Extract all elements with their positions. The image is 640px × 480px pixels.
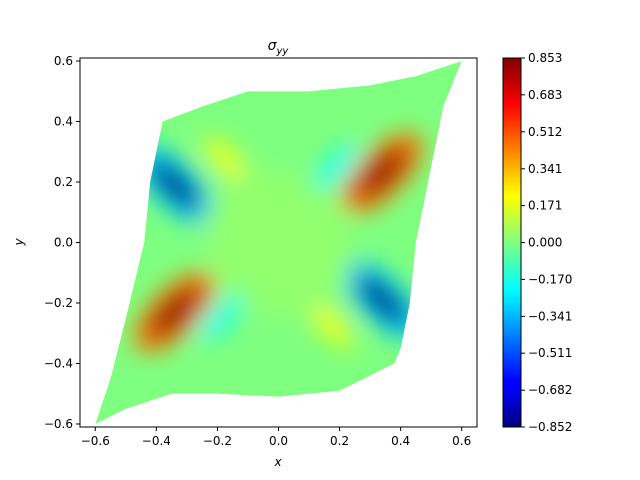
y-tick: 0.0 [54,236,80,250]
colorbar-tick-label: −0.682 [528,383,572,397]
stress-feature [313,143,360,190]
stress-feature [342,132,423,214]
colorbar-tick: −0.170 [521,272,572,286]
stress-feature-core [204,168,353,317]
stress-feature-core [307,301,354,348]
y-tick: −0.6 [44,417,80,431]
colorbar-tick: −0.511 [521,346,572,360]
stress-feature [342,259,423,341]
colorbar-tick: 0.853 [521,51,562,65]
plot-area [79,57,478,428]
colorbar-tick-label: −0.170 [528,272,572,286]
colorbar-tick-label: 0.853 [528,51,562,65]
stress-feature [197,295,244,342]
colorbar-tick: 0.683 [521,88,562,102]
x-tick: −0.2 [203,427,232,448]
y-tick: 0.6 [54,54,80,68]
x-tick-label: −0.4 [142,434,171,448]
chart-title: σyy [268,38,290,57]
y-tick-label: 0.0 [54,236,73,250]
stress-field [95,61,462,424]
x-tick-label: 0.6 [452,434,471,448]
stress-feature [203,137,250,184]
x-tick-label: 0.0 [269,434,288,448]
colorbar: −0.852 −0.682 −0.511 −0.341 −0.170 0.000 0.171… [502,51,572,434]
colorbar-tick: 0.512 [521,125,562,139]
x-axis-label: x [273,455,282,469]
colorbar-tick-label: −0.852 [528,420,572,434]
colorbar-tick: −0.341 [521,309,572,323]
y-tick-label: 0.2 [54,175,73,189]
x-tick: −0.6 [81,427,110,448]
y-tick: 0.2 [54,175,80,189]
stress-feature-core [149,159,200,211]
x-tick-label: 0.2 [330,434,349,448]
stress-feature [134,271,215,353]
y-tick: −0.4 [44,356,80,370]
x-tick-label: 0.4 [391,434,410,448]
x-tick: 0.2 [330,427,349,448]
y-axis: −0.6 −0.4 −0.2 0.0 0.2 0.4 0.6 [44,54,80,431]
y-tick-label: 0.4 [54,115,73,129]
x-axis: −0.6 −0.4 −0.2 0.0 0.2 0.4 0.6 [81,427,471,448]
colorbar-tick: −0.852 [521,420,572,434]
y-tick-label: −0.2 [44,296,73,310]
y-tick: 0.4 [54,115,80,129]
colorbar-tick-label: 0.000 [528,236,562,250]
stress-feature-core [197,295,244,342]
colorbar-tick-label: 0.683 [528,88,562,102]
y-tick-label: −0.4 [44,356,73,370]
y-axis-label: y [12,238,26,247]
x-tick-label: −0.2 [203,434,232,448]
colorbar-tick-label: 0.512 [528,125,562,139]
colorbar-tick: 0.341 [521,162,562,176]
x-tick: 0.4 [391,427,410,448]
stress-feature [204,168,353,317]
colorbar-gradient [502,57,522,428]
stress-feature-core [149,286,200,338]
stress-feature-core [357,147,408,199]
stress-feature [307,301,354,348]
colorbar-tick: 0.171 [521,199,562,213]
x-tick: 0.0 [269,427,288,448]
stress-feature [134,144,215,226]
stress-feature-core [357,274,408,326]
y-tick: −0.2 [44,296,80,310]
colorbar-tick: 0.000 [521,236,562,250]
stress-feature-core [203,137,250,184]
x-tick: 0.6 [452,427,471,448]
colorbar-tick-label: 0.171 [528,199,562,213]
x-tick: −0.4 [142,427,171,448]
colorbar-tick-label: 0.341 [528,162,562,176]
y-tick-label: −0.6 [44,417,73,431]
colorbar-tick-label: −0.341 [528,309,572,323]
colorbar-tick-label: −0.511 [528,346,572,360]
x-tick-label: −0.6 [81,434,110,448]
colorbar-tick: −0.682 [521,383,572,397]
stress-feature-core [313,143,360,190]
y-tick-label: 0.6 [54,54,73,68]
